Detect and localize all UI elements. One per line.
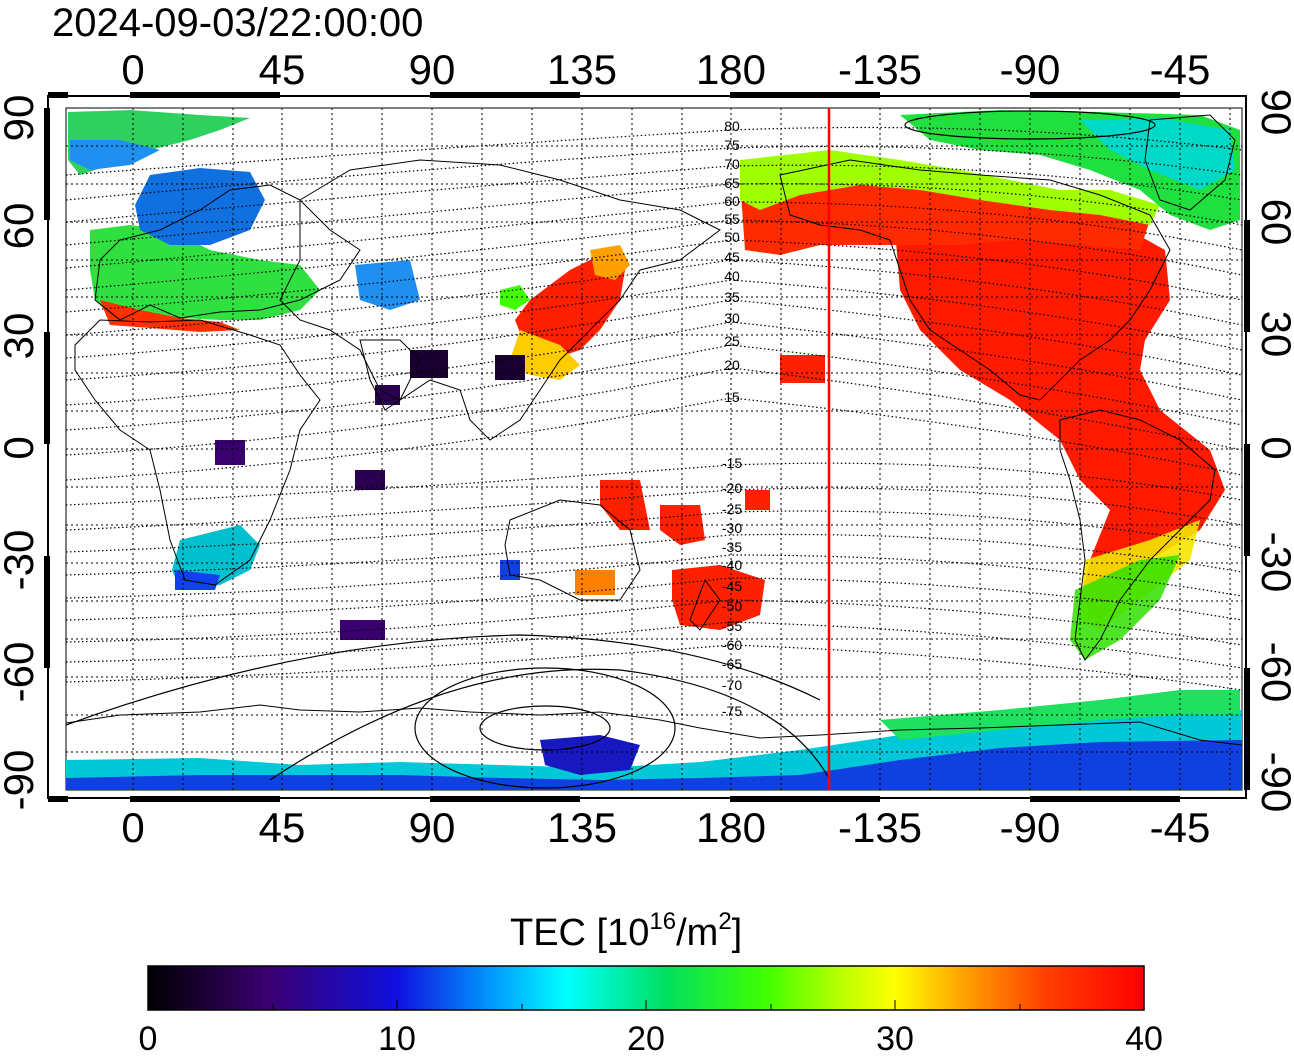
map-panel: 80 75 70 65 60 55 50 45 40 35 30 25 20 1… <box>44 92 1250 802</box>
contour-label: 45 <box>724 249 740 265</box>
lon-tick-top: 0 <box>121 46 144 93</box>
lat-tick-right: -90 <box>1253 752 1294 813</box>
colorbar-title-end: ] <box>732 912 743 954</box>
contour-label: -65 <box>722 656 742 672</box>
contour-label: -70 <box>722 677 742 693</box>
lon-tick-top: -135 <box>838 46 922 93</box>
colorbar: 0 10 20 30 40 <box>139 965 1163 1057</box>
lat-tick-left: 30 <box>0 313 42 360</box>
contour-label: 80 <box>724 118 740 134</box>
lat-tick-left: -30 <box>0 530 42 591</box>
lon-tick-top: 90 <box>409 46 456 93</box>
contour-label: 60 <box>724 193 740 209</box>
contour-label: 20 <box>724 357 740 373</box>
contour-label: 35 <box>724 289 740 305</box>
lon-tick-bottom: 90 <box>409 804 456 851</box>
contour-label: -45 <box>722 578 742 594</box>
colorbar-tick-label: 30 <box>876 1020 914 1057</box>
colorbar-tick-label: 0 <box>139 1020 158 1057</box>
contour-labels-south: -15 -20 -25 -30 -35 -40 -45 -50 -55 -60 … <box>722 455 742 719</box>
contour-labels-north: 80 75 70 65 60 55 50 45 40 35 30 25 20 1… <box>724 118 740 405</box>
contour-label: -55 <box>722 618 742 634</box>
lat-tick-right: 90 <box>1253 89 1294 136</box>
colorbar-tick-label: 10 <box>378 1020 416 1057</box>
contour-label: -15 <box>722 455 742 471</box>
colorbar-title-sup2: 2 <box>718 908 731 935</box>
colorbar-tick-label: 40 <box>1125 1020 1163 1057</box>
contour-label: -50 <box>722 598 742 614</box>
contour-label: 65 <box>724 175 740 191</box>
colorbar-title-sup: 16 <box>649 908 676 935</box>
lat-tick-right: -60 <box>1253 642 1294 703</box>
colorbar-ticks <box>272 1000 1021 1010</box>
lat-tick-right: 30 <box>1253 311 1294 358</box>
contour-label: -75 <box>722 703 742 719</box>
contour-label: 50 <box>724 229 740 245</box>
colorbar-title-text: TEC [10 <box>510 912 649 954</box>
contour-label: -40 <box>722 557 742 573</box>
contour-label: -60 <box>722 637 742 653</box>
contour-label: 75 <box>724 137 740 153</box>
lon-ticks-bottom: 0 45 90 135 180 -135 -90 -45 <box>121 804 1210 851</box>
coastlines <box>66 114 1242 746</box>
timestamp-title: 2024-09-03/22:00:00 <box>52 1 423 45</box>
lon-tick-top: 180 <box>696 46 766 93</box>
contour-label: -30 <box>722 520 742 536</box>
lon-tick-bottom: 45 <box>259 804 306 851</box>
colorbar-title: TEC [1016/m2] <box>510 908 742 954</box>
lon-ticks-top: 0 45 90 135 180 -135 -90 -45 <box>121 46 1210 93</box>
contour-label: 40 <box>724 268 740 284</box>
lat-tick-left: 0 <box>0 436 42 459</box>
lat-tick-right: 0 <box>1253 436 1294 459</box>
lon-tick-top: -90 <box>1000 46 1061 93</box>
lat-tick-left: -60 <box>0 642 42 703</box>
polar-oval-contours <box>66 110 1156 789</box>
lon-tick-bottom: -45 <box>1150 804 1211 851</box>
lat-ticks-right: 90 60 30 0 -30 -60 -90 <box>1253 89 1294 813</box>
lat-tick-right: 60 <box>1253 199 1294 246</box>
contour-label: -35 <box>722 539 742 555</box>
colorbar-tick-label: 20 <box>627 1020 665 1057</box>
lon-tick-bottom: -135 <box>838 804 922 851</box>
colorbar-title-mid: /m <box>676 912 718 954</box>
lat-tick-left: 90 <box>0 95 42 142</box>
contour-label: -20 <box>722 480 742 496</box>
grid <box>66 108 1242 790</box>
lon-tick-bottom: 0 <box>121 804 144 851</box>
contour-label: 70 <box>724 156 740 172</box>
lat-tick-left: -90 <box>0 750 42 811</box>
lat-tick-left: 60 <box>0 203 42 250</box>
contour-label: 30 <box>724 310 740 326</box>
frame-ticks <box>44 92 1250 802</box>
lon-tick-bottom: 135 <box>547 804 617 851</box>
lon-tick-top: -45 <box>1150 46 1211 93</box>
lat-ticks-left: 90 60 30 0 -30 -60 -90 <box>0 95 42 811</box>
lon-tick-bottom: -90 <box>1000 804 1061 851</box>
contour-label: -25 <box>722 501 742 517</box>
lon-tick-top: 45 <box>259 46 306 93</box>
contour-label: 15 <box>724 389 740 405</box>
contour-label: 25 <box>724 333 740 349</box>
lon-tick-top: 135 <box>547 46 617 93</box>
lon-tick-bottom: 180 <box>696 804 766 851</box>
contour-label: 55 <box>724 211 740 227</box>
lat-tick-right: -30 <box>1253 532 1294 593</box>
magnetic-contours <box>66 126 1242 691</box>
